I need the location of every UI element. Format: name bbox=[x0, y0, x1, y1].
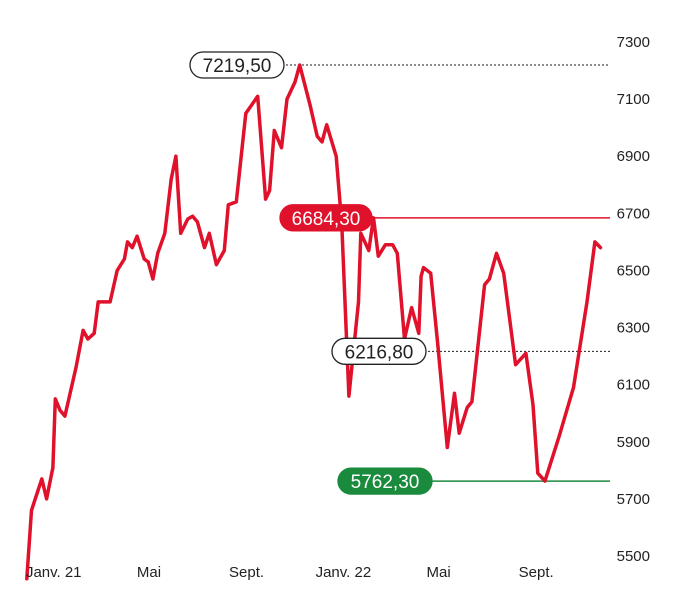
reference-pill-low bbox=[337, 467, 433, 495]
y-tick-label: 6500 bbox=[617, 262, 650, 279]
y-tick-label: 6700 bbox=[617, 205, 650, 222]
reference-lines bbox=[282, 64, 610, 482]
reference-pill-peak2 bbox=[279, 204, 373, 232]
reference-pill-high bbox=[189, 51, 285, 79]
reference-pill-last bbox=[331, 337, 427, 365]
reference-pills: 7219,50 6684,30 6216,80 5762,30 bbox=[189, 51, 433, 495]
reference-label-low: 5762,30 bbox=[351, 472, 420, 493]
reference-label-last: 6216,80 bbox=[345, 342, 414, 363]
x-tick-label: Janv. 22 bbox=[316, 564, 372, 581]
y-axis-ticks: 5500 5700 5900 6100 6300 6500 6700 6900 7100 7300 bbox=[617, 34, 650, 565]
y-tick-label: 7300 bbox=[617, 34, 650, 51]
reference-label-high: 7219,50 bbox=[203, 56, 272, 77]
x-tick-label: Mai bbox=[137, 564, 161, 581]
x-tick-label: Sept. bbox=[229, 564, 264, 581]
x-tick-label: Sept. bbox=[519, 564, 554, 581]
x-tick-label: Mai bbox=[427, 564, 451, 581]
y-tick-label: 5700 bbox=[617, 491, 650, 508]
y-tick-label: 7100 bbox=[617, 91, 650, 108]
y-tick-label: 5500 bbox=[617, 548, 650, 565]
y-tick-label: 6900 bbox=[617, 148, 650, 165]
price-series-line bbox=[25, 63, 603, 581]
y-tick-label: 6100 bbox=[617, 377, 650, 394]
y-tick-label: 6300 bbox=[617, 320, 650, 337]
reference-label-peak2: 6684,30 bbox=[292, 209, 361, 230]
x-tick-label: Janv. 21 bbox=[26, 564, 82, 581]
x-axis-ticks: Janv. 21 Mai Sept. Janv. 22 Mai Sept. bbox=[26, 564, 554, 581]
y-tick-label: 5900 bbox=[617, 434, 650, 451]
